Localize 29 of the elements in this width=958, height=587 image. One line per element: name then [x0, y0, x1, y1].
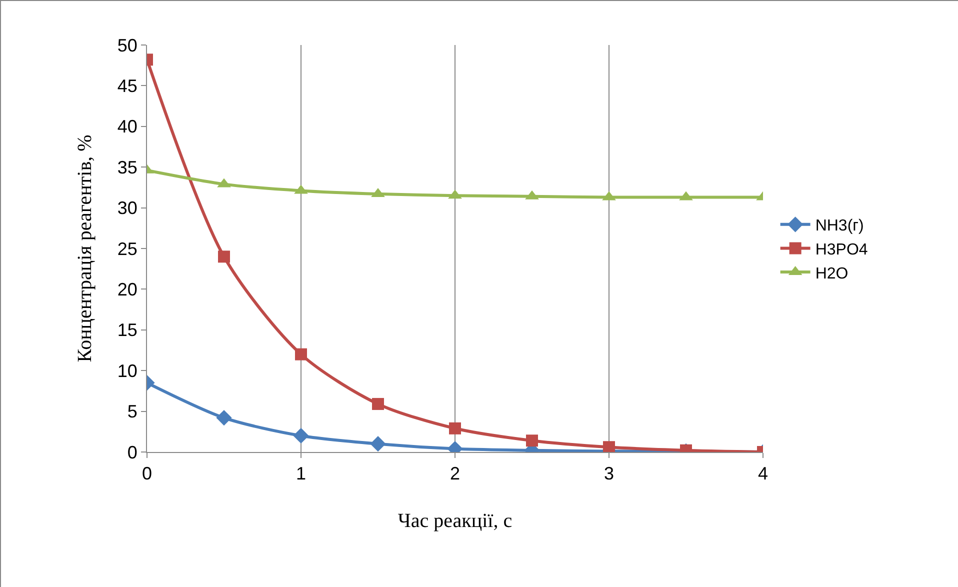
y-tick-label: 35 [117, 157, 138, 178]
x-tick-label: 3 [604, 464, 614, 484]
y-tick-label: 5 [127, 402, 138, 422]
y-tick-label: 20 [117, 280, 138, 300]
y-tick-label: 10 [117, 360, 138, 381]
x-axis-title: Час реакції, с [398, 510, 512, 532]
y-tick-label: 30 [117, 198, 138, 218]
y-tick-label: 25 [117, 238, 138, 259]
y-tick-label: 0 [127, 442, 138, 462]
point [295, 348, 307, 360]
point [370, 436, 386, 452]
point [293, 428, 309, 444]
point [216, 410, 232, 426]
y-tick-label: 45 [117, 76, 138, 96]
point [218, 250, 230, 263]
y-tick-label: 15 [117, 320, 138, 340]
y-tick-label: 50 [117, 35, 138, 56]
x-tick-label: 1 [296, 464, 306, 484]
y-tick-label: 40 [117, 116, 138, 137]
x-tick-label: 4 [758, 464, 768, 484]
point [526, 434, 538, 447]
legend-label: H3PO4 [815, 241, 868, 258]
point [372, 398, 384, 410]
x-tick-label: 2 [450, 464, 460, 484]
legend-label: NH3(г) [815, 218, 864, 235]
legend-label: H2O [815, 265, 848, 282]
y-axis-title: Концентрація реагентів, % [74, 134, 96, 362]
point [449, 422, 461, 434]
x-tick-label: 0 [142, 464, 152, 484]
